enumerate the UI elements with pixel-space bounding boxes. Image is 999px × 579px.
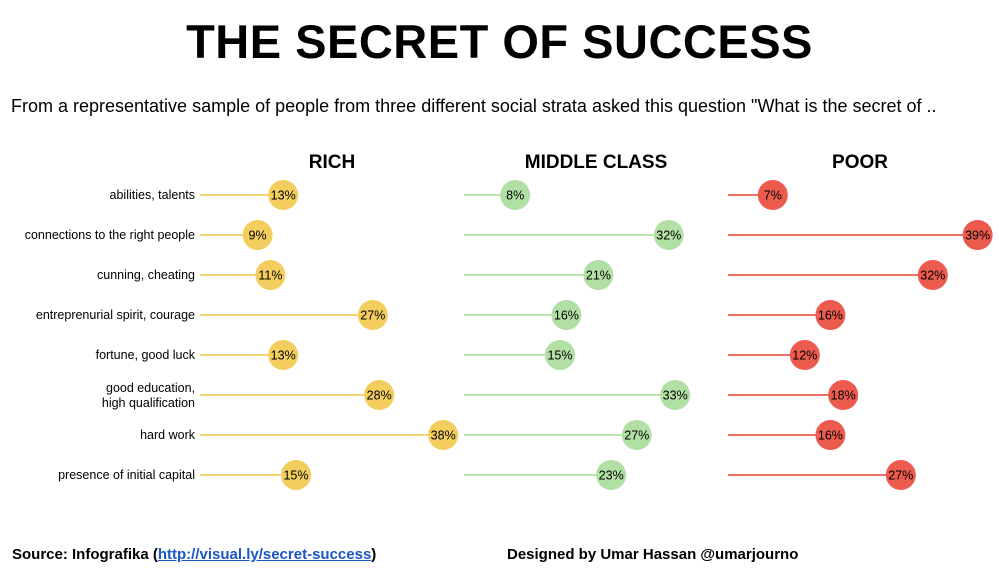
category-label: entreprenurial spirit, courage xyxy=(36,308,195,322)
category-label: abilities, talents xyxy=(110,188,195,202)
data-label: 28% xyxy=(367,389,392,403)
data-label: 21% xyxy=(586,269,611,283)
data-label: 16% xyxy=(818,429,843,443)
lollipop-dot xyxy=(660,380,691,410)
data-label: 39% xyxy=(965,229,990,243)
lollipop-dot xyxy=(815,300,846,330)
source-prefix: Source: Infografika ( xyxy=(12,546,158,563)
source-link[interactable]: http://visual.ly/secret-success xyxy=(157,546,372,563)
category-label: cunning, cheating xyxy=(97,268,195,282)
data-label: 8% xyxy=(506,189,524,203)
lollipop-dot xyxy=(583,260,614,290)
lollipop-dot xyxy=(357,300,388,330)
data-label: 16% xyxy=(818,309,843,323)
data-label: 9% xyxy=(249,229,267,243)
lollipop-dot xyxy=(917,260,948,290)
lollipop-dot xyxy=(428,420,459,450)
lollipop-dot xyxy=(268,340,299,370)
lollipop-dot xyxy=(885,460,916,490)
data-label: 13% xyxy=(271,189,296,203)
data-label: 12% xyxy=(792,349,817,363)
category-label: good education, high qualification xyxy=(102,381,195,410)
data-label: 18% xyxy=(831,389,856,403)
data-label: 38% xyxy=(431,429,456,443)
source-credit: Source: Infografika (http://visual.ly/se… xyxy=(12,546,376,563)
source-suffix: ) xyxy=(371,546,377,563)
data-label: 15% xyxy=(547,349,572,363)
designer-credit: Designed by Umar Hassan @umarjourno xyxy=(507,546,799,563)
chart-subtitle: From a representative sample of people f… xyxy=(11,96,937,116)
lollipop-dot xyxy=(281,460,311,490)
lollipop-dot xyxy=(551,300,582,330)
data-label: 11% xyxy=(258,269,282,283)
data-label: 27% xyxy=(888,469,913,483)
lollipop-dot xyxy=(621,420,652,450)
panel-header-middle-class: MIDDLE CLASS xyxy=(525,152,668,173)
panel-header-poor: POOR xyxy=(832,152,888,173)
lollipop-dot xyxy=(242,220,273,250)
lollipop-dot xyxy=(828,380,859,410)
lollipop-dot xyxy=(545,340,575,370)
data-label: 23% xyxy=(599,469,624,483)
lollipop-dot xyxy=(815,420,846,450)
data-label: 16% xyxy=(554,309,579,323)
lollipop-dot xyxy=(364,380,395,410)
category-label: connections to the right people xyxy=(25,228,195,242)
lollipop-dot xyxy=(757,180,788,210)
category-label: presence of initial capital xyxy=(58,468,195,482)
lollipop-dot xyxy=(653,220,684,250)
chart-title: THE SECRET OF SUCCESS xyxy=(186,15,813,68)
lollipop-dot xyxy=(500,180,531,210)
data-label: 27% xyxy=(360,309,385,323)
data-label: 32% xyxy=(656,229,681,243)
data-label: 13% xyxy=(271,349,296,363)
lollipop-dot xyxy=(268,180,299,210)
category-label: hard work xyxy=(140,428,196,442)
category-label: fortune, good luck xyxy=(96,348,196,362)
data-label: 7% xyxy=(764,189,782,203)
lollipop-dot xyxy=(962,220,993,250)
lollipop-dot xyxy=(596,460,627,490)
panel-header-rich: RICH xyxy=(309,152,355,173)
data-label: 27% xyxy=(624,429,649,443)
lollipop-dot xyxy=(789,340,820,370)
data-label: 32% xyxy=(920,269,945,283)
data-label: 15% xyxy=(283,469,308,483)
data-label: 33% xyxy=(663,389,688,403)
lollipop-dot xyxy=(255,260,286,290)
